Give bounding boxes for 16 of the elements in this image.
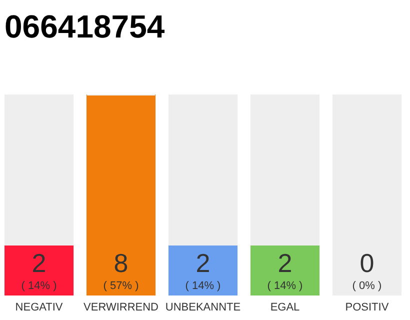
annotation: ( 14% ) <box>185 280 221 292</box>
chart-title: 066418754 <box>4 8 165 44</box>
x-tick-label: UNBEKANNTE <box>165 302 241 314</box>
data-label: 0 <box>360 248 374 278</box>
data-label: 2 <box>196 248 210 278</box>
x-tick-label: NEGATIV <box>15 302 64 314</box>
x-tick-label: POSITIV <box>345 302 390 314</box>
data-label: 8 <box>114 248 128 278</box>
annotation: ( 57% ) <box>103 280 139 292</box>
x-tick-label: EGAL <box>270 302 300 314</box>
data-label: 2 <box>32 248 46 278</box>
annotation: ( 0% ) <box>352 280 382 292</box>
data-label: 2 <box>278 248 292 278</box>
annotation: ( 14% ) <box>21 280 57 292</box>
annotation: ( 14% ) <box>267 280 303 292</box>
x-tick-label: VERWIRREND <box>84 302 159 314</box>
